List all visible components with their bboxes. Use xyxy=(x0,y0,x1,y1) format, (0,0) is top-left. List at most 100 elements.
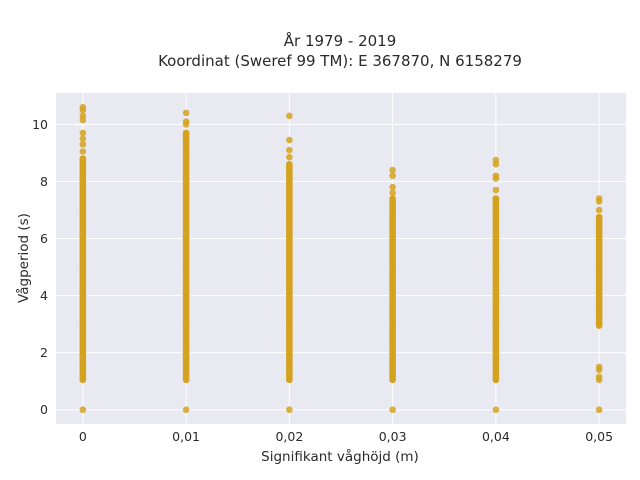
data-point xyxy=(595,263,603,271)
chart-title-line-2: Koordinat (Sweref 99 TM): E 367870, N 61… xyxy=(158,52,522,70)
data-point xyxy=(389,320,396,328)
data-point xyxy=(595,206,603,214)
x-tick-label: 0,02 xyxy=(275,429,303,444)
data-point xyxy=(286,136,293,144)
data-point xyxy=(79,349,87,356)
data-point xyxy=(79,129,87,137)
x-tick-label: 0,04 xyxy=(482,429,510,444)
dense-point-column xyxy=(595,213,603,329)
data-point xyxy=(182,118,190,125)
data-point xyxy=(595,363,603,371)
data-point xyxy=(492,320,500,328)
data-point xyxy=(492,349,500,356)
data-point xyxy=(492,292,500,299)
data-point xyxy=(595,292,603,299)
data-point xyxy=(595,235,603,242)
data-point xyxy=(595,373,603,381)
data-point xyxy=(182,349,190,356)
data-point xyxy=(182,129,190,137)
data-point xyxy=(79,406,87,414)
data-point xyxy=(595,322,603,329)
data-point xyxy=(286,235,293,242)
data-point xyxy=(595,406,603,414)
data-points xyxy=(79,103,603,414)
data-point xyxy=(286,349,293,356)
data-point xyxy=(182,292,190,299)
data-point xyxy=(492,172,500,180)
data-point xyxy=(286,146,293,154)
data-point xyxy=(389,376,396,384)
y-tick-label: 2 xyxy=(40,345,48,360)
data-point xyxy=(79,235,87,242)
x-tick-label: 0 xyxy=(79,429,87,444)
plot-area xyxy=(56,93,626,424)
data-point xyxy=(389,263,396,271)
data-point xyxy=(492,186,500,194)
x-tick-label: 0,03 xyxy=(379,429,407,444)
data-point xyxy=(79,135,87,142)
data-point xyxy=(182,109,190,117)
data-point xyxy=(286,406,293,414)
data-point xyxy=(182,149,190,157)
data-point xyxy=(492,206,500,214)
data-point xyxy=(389,349,396,356)
data-point xyxy=(595,306,603,314)
data-point xyxy=(182,406,190,414)
data-point xyxy=(389,292,396,299)
data-point xyxy=(492,406,500,414)
data-point xyxy=(389,183,396,191)
data-point xyxy=(79,263,87,271)
dense-point-column xyxy=(389,195,396,384)
y-tick-label: 8 xyxy=(40,174,48,189)
data-point xyxy=(182,206,190,214)
dense-point-column xyxy=(492,195,500,384)
data-point xyxy=(286,263,293,271)
data-point xyxy=(79,112,87,120)
data-point xyxy=(595,220,603,228)
data-point xyxy=(79,320,87,328)
data-point xyxy=(79,376,87,384)
data-point xyxy=(182,135,190,142)
data-point xyxy=(79,141,87,148)
y-tick-label: 4 xyxy=(40,288,48,303)
axis-ticks: 0 2 4 6 8 10 0 0,01 0,02 0,03 0,04 0,05 xyxy=(32,117,613,444)
y-tick-label: 10 xyxy=(32,117,48,132)
data-point xyxy=(389,206,396,214)
data-point xyxy=(79,363,87,371)
data-point xyxy=(79,206,87,214)
data-point xyxy=(389,172,396,180)
data-point xyxy=(286,178,293,185)
dense-point-column xyxy=(182,129,190,384)
y-axis-label: Vågperiod (s) xyxy=(15,213,32,303)
data-point xyxy=(389,189,396,197)
data-point xyxy=(492,263,500,271)
data-point xyxy=(182,235,190,242)
data-point xyxy=(389,406,396,414)
data-point xyxy=(286,376,293,384)
y-tick-label: 0 xyxy=(40,402,48,417)
data-point xyxy=(79,103,87,111)
data-point xyxy=(182,263,190,271)
data-point xyxy=(79,178,87,185)
data-point xyxy=(182,376,190,384)
data-point xyxy=(286,320,293,328)
data-point xyxy=(389,166,396,174)
dense-point-column xyxy=(286,161,293,384)
data-point xyxy=(595,213,603,221)
data-point xyxy=(182,178,190,185)
data-point xyxy=(389,198,396,205)
x-tick-label: 0,01 xyxy=(172,429,200,444)
data-point xyxy=(595,195,603,202)
data-point xyxy=(182,320,190,328)
x-axis-label: Signifikant våghöjd (m) xyxy=(261,448,419,465)
data-point xyxy=(492,376,500,384)
data-point xyxy=(389,235,396,242)
data-point xyxy=(492,195,500,202)
data-point xyxy=(79,148,87,155)
x-tick-label: 0,05 xyxy=(585,429,613,444)
data-point xyxy=(286,206,293,214)
chart-title-line-1: År 1979 - 2019 xyxy=(284,31,397,50)
data-point xyxy=(492,235,500,242)
